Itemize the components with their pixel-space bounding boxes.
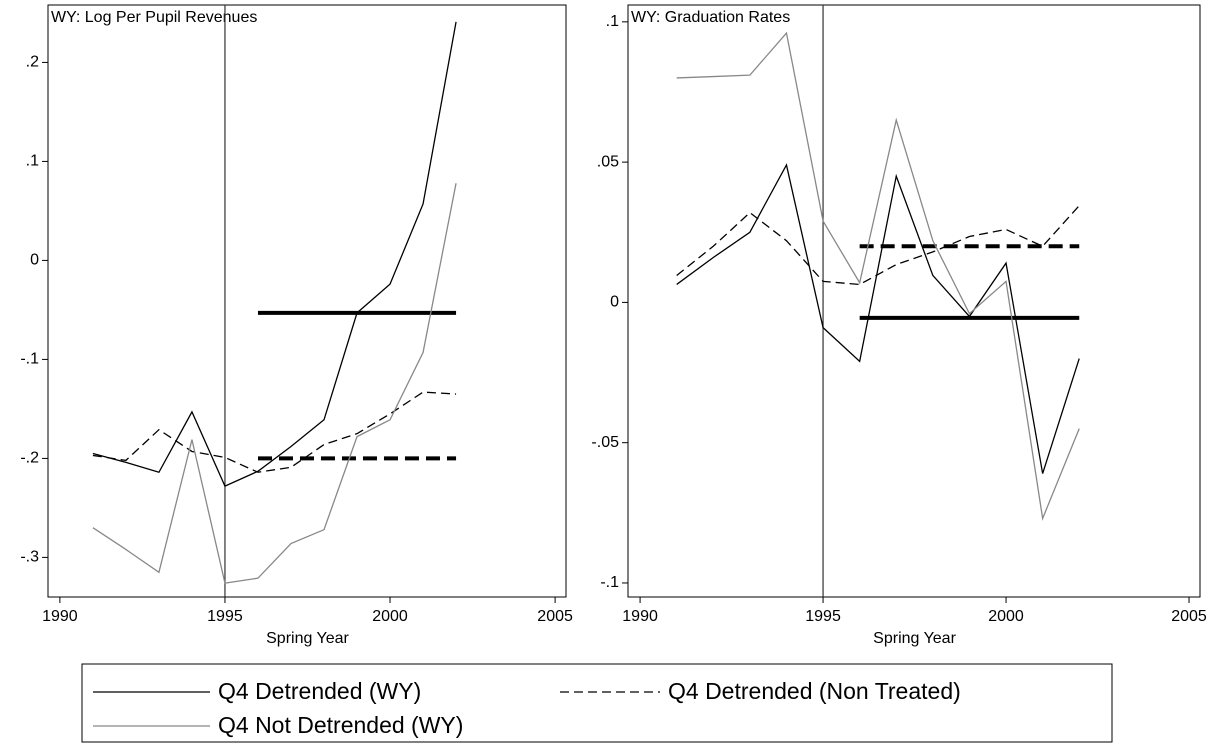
- y-tick-label: -.1: [20, 351, 39, 368]
- plot-area: [627, 4, 1201, 598]
- x-tick-label: 1995: [805, 608, 841, 625]
- x-axis-label: Spring Year: [266, 630, 349, 647]
- x-tick-label: 1990: [42, 608, 78, 625]
- series-line: [676, 163, 1080, 474]
- y-tick-label: 0: [30, 252, 39, 269]
- legend-label: Q4 Not Detrended (WY): [218, 712, 463, 738]
- legend-label: Q4 Detrended (Non Treated): [668, 678, 961, 704]
- legend-box: [81, 663, 1113, 743]
- x-tick-label: 2005: [1171, 608, 1207, 625]
- legend-label: Q4 Detrended (WY): [218, 678, 421, 704]
- series-line: [92, 21, 457, 487]
- y-tick-label: -.1: [600, 574, 619, 591]
- y-tick-label: .05: [597, 153, 619, 170]
- y-tick-label: .2: [26, 54, 39, 71]
- y-tick-label: .1: [26, 153, 39, 170]
- series-line: [92, 391, 457, 473]
- x-tick-label: 1995: [207, 608, 243, 625]
- plot-area: [47, 4, 567, 598]
- x-axis-label: Spring Year: [873, 630, 956, 647]
- x-tick-label: 2000: [988, 608, 1024, 625]
- y-tick-label: .1: [606, 13, 619, 30]
- series-line: [676, 31, 1080, 521]
- y-tick-label: -.2: [20, 450, 39, 467]
- series-line: [92, 183, 457, 584]
- chart-title: WY: Log Per Pupil Revenues: [51, 9, 257, 26]
- chart-title: WY: Graduation Rates: [631, 9, 790, 26]
- x-tick-label: 1990: [622, 608, 658, 625]
- series-line: [676, 205, 1080, 286]
- x-tick-label: 2000: [372, 608, 408, 625]
- y-tick-label: 0: [610, 294, 619, 311]
- y-tick-label: -.3: [20, 549, 39, 566]
- x-tick-label: 2005: [537, 608, 573, 625]
- y-tick-label: -.05: [591, 434, 619, 451]
